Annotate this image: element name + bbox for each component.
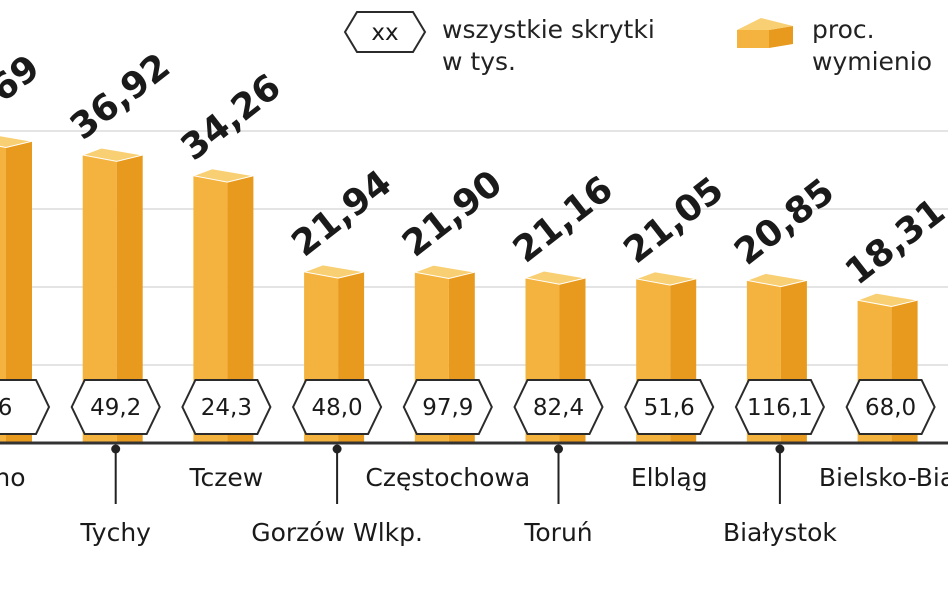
bar-side: [116, 155, 143, 444]
legend-bar-top: [737, 18, 793, 30]
value-label: 21,94: [284, 163, 399, 265]
category-label: rno: [0, 463, 25, 492]
category-label: Białystok: [723, 518, 837, 547]
hex-label: 49,2: [90, 395, 141, 421]
value-label: 20,85: [727, 171, 842, 273]
bar-side: [227, 175, 254, 443]
hex-badge: [402, 379, 493, 435]
hex-badge: [181, 379, 272, 435]
category-label: Tczew: [189, 463, 264, 492]
legend-hex-icon: [343, 11, 427, 53]
category-labels: rno Tychy Tczew Gorzów Wlkp. Częstochowa Toru…: [0, 444, 948, 547]
hex-label: 24,3: [201, 395, 252, 421]
category-label: Bielsko-Biał: [819, 463, 948, 492]
bar-top: [745, 272, 808, 288]
hex-label: 82,4: [533, 395, 584, 421]
legend-hex-description: wszystkie skrytki w tys.: [442, 14, 655, 78]
value-label: 21,05: [616, 169, 731, 271]
legend-bar-side: [769, 26, 793, 48]
legend-bar-description: proc. wymienio: [812, 14, 932, 78]
category-label: Gorzów Wlkp.: [251, 518, 423, 547]
hex-label: 6: [0, 395, 12, 421]
value-label: 36,92: [63, 46, 178, 148]
bar-front: [0, 141, 6, 443]
bar-top: [634, 271, 697, 286]
leader-dot: [332, 444, 342, 454]
hex-badge: [624, 379, 715, 435]
hex-label: 68,0: [865, 395, 916, 421]
hex-label: 51,6: [644, 395, 695, 421]
bar-top: [523, 270, 586, 285]
hex-badge: [70, 379, 161, 435]
hex-label: 116,1: [747, 395, 813, 421]
hex-badge: [513, 379, 604, 435]
hex-label: 97,9: [422, 395, 473, 421]
category-label: Częstochowa: [365, 463, 530, 492]
legend-bar-front: [737, 30, 769, 48]
leader-dot: [554, 444, 563, 454]
bar-top: [412, 264, 475, 279]
hex-badge: [291, 379, 383, 435]
value-label: 21,16: [506, 169, 621, 271]
category-label: Tychy: [79, 518, 151, 547]
value-label: 18,31: [838, 191, 948, 293]
legend-hex-line2: w tys.: [442, 47, 516, 76]
hex-badge: [845, 379, 936, 435]
bar-top: [302, 264, 365, 279]
legend-bar-line2: wymienio: [812, 47, 933, 76]
bar-top: [0, 135, 33, 149]
bar-top: [80, 147, 143, 162]
category-label: Toruń: [523, 518, 592, 547]
bar-top: [855, 292, 918, 307]
bar-top: [191, 168, 254, 183]
hex-badge: [0, 379, 51, 435]
value-label: 8,69: [0, 47, 48, 134]
legend-bar-line1: proc.: [812, 15, 875, 44]
hex-label: 48,0: [311, 395, 362, 421]
bar-side: [6, 141, 32, 443]
legend-hex-sample: xx: [371, 20, 398, 46]
category-label: Elbląg: [631, 463, 708, 492]
hex-labels: 6 49,2 24,3 48,0 97,9 82,4 51,6 116,1 68,0: [0, 379, 936, 435]
leader-dot: [775, 444, 785, 454]
value-label: 21,90: [395, 163, 510, 265]
hex-badge: [734, 379, 826, 435]
value-label: 34,26: [174, 66, 289, 168]
leader-dot: [111, 444, 121, 454]
legend-icons: xx: [343, 11, 793, 53]
legend-hex-line1: wszystkie skrytki: [442, 15, 655, 44]
